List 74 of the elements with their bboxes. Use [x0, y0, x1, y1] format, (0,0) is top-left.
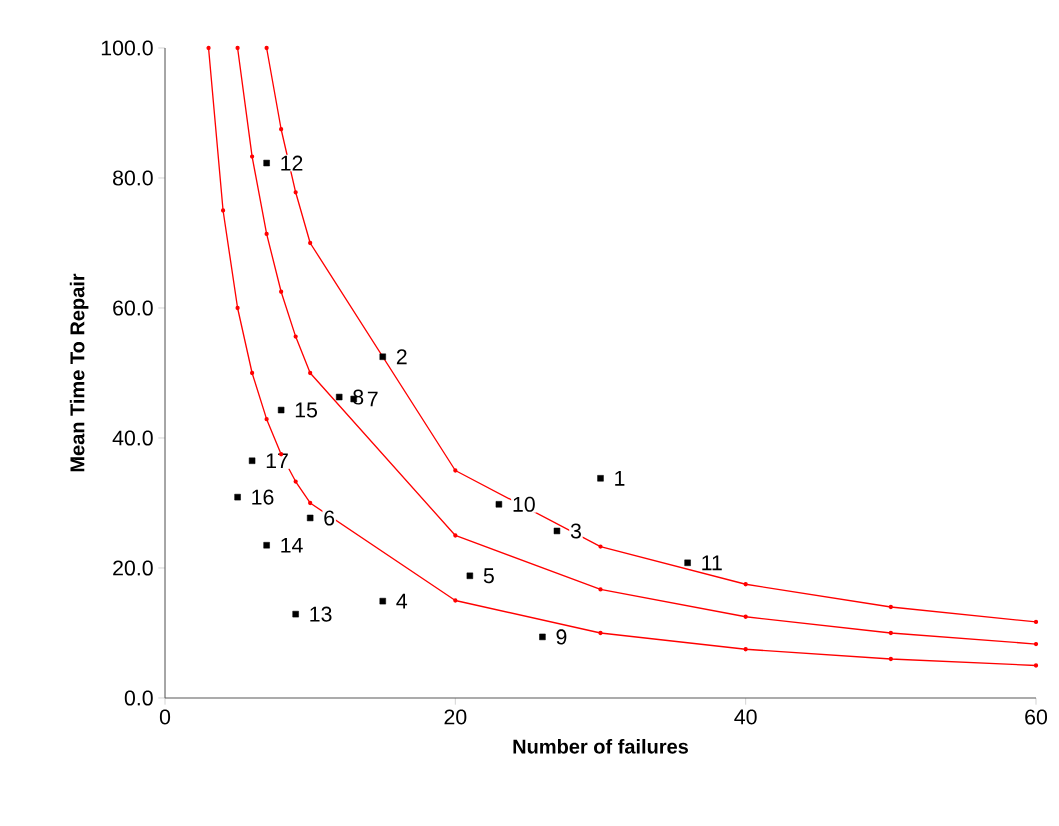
point	[308, 370, 313, 376]
point	[234, 493, 241, 501]
annotation: 14	[281, 537, 303, 553]
annotation: 10	[513, 496, 535, 512]
point	[453, 468, 458, 473]
point	[306, 514, 314, 522]
point	[1033, 663, 1039, 668]
annotation: 11	[702, 555, 722, 571]
point	[1033, 641, 1039, 647]
y-tick-label: 40.0	[112, 430, 153, 446]
point	[598, 630, 603, 636]
point	[235, 45, 240, 51]
point	[495, 501, 503, 508]
point	[264, 417, 269, 422]
point	[597, 475, 604, 482]
x-tick-label: 0	[159, 709, 171, 725]
annotation: 15	[295, 402, 318, 418]
point	[293, 190, 298, 195]
point	[743, 582, 748, 587]
y-tick-label: 100.0	[101, 40, 153, 56]
point	[336, 393, 343, 401]
annotation: 2	[396, 349, 407, 365]
annotation: 12	[281, 155, 303, 171]
point	[743, 647, 748, 652]
y-tick-label: 80.0	[113, 170, 153, 186]
point	[263, 542, 270, 549]
point	[466, 572, 474, 579]
x-tick-label: 40	[734, 709, 757, 725]
x-axis-title: Number of failures	[513, 738, 688, 754]
point	[453, 598, 458, 603]
point	[308, 240, 313, 246]
annotation: 13	[310, 606, 332, 622]
point	[264, 45, 269, 51]
annotation: 6	[324, 510, 335, 526]
point	[1033, 619, 1039, 625]
point	[248, 457, 256, 464]
point	[379, 597, 386, 605]
point	[235, 305, 240, 311]
annotation: 16	[252, 489, 274, 505]
point	[206, 45, 211, 51]
point	[539, 633, 546, 641]
y-tick-label: 0.0	[124, 690, 153, 706]
annotation: 4	[396, 593, 408, 609]
point	[277, 406, 285, 414]
point	[888, 604, 893, 610]
point	[292, 610, 299, 618]
point	[743, 614, 748, 619]
point	[249, 370, 255, 376]
point	[379, 353, 386, 360]
point	[264, 231, 269, 237]
point	[263, 159, 270, 167]
point	[598, 544, 603, 549]
x-tick-label: 60	[1025, 709, 1048, 725]
point	[220, 208, 226, 213]
point	[453, 533, 458, 538]
point	[598, 587, 603, 592]
point	[888, 630, 893, 636]
point	[308, 500, 313, 506]
y-tick-label: 20.0	[113, 560, 153, 576]
annotation: 3	[570, 523, 581, 539]
annotation: 5	[483, 568, 494, 584]
x-tick-label: 20	[444, 709, 467, 725]
annotation: 7	[367, 391, 378, 407]
y-tick-label: 60.0	[113, 300, 153, 316]
point	[279, 127, 284, 132]
y-axis-title: Mean Time To Repair	[69, 273, 89, 472]
annotation: 9	[556, 629, 567, 645]
point	[553, 527, 561, 535]
point	[249, 154, 255, 159]
annotation: 1	[615, 470, 625, 486]
point	[684, 559, 691, 566]
point	[888, 656, 893, 662]
point	[279, 289, 284, 294]
point	[293, 479, 298, 484]
